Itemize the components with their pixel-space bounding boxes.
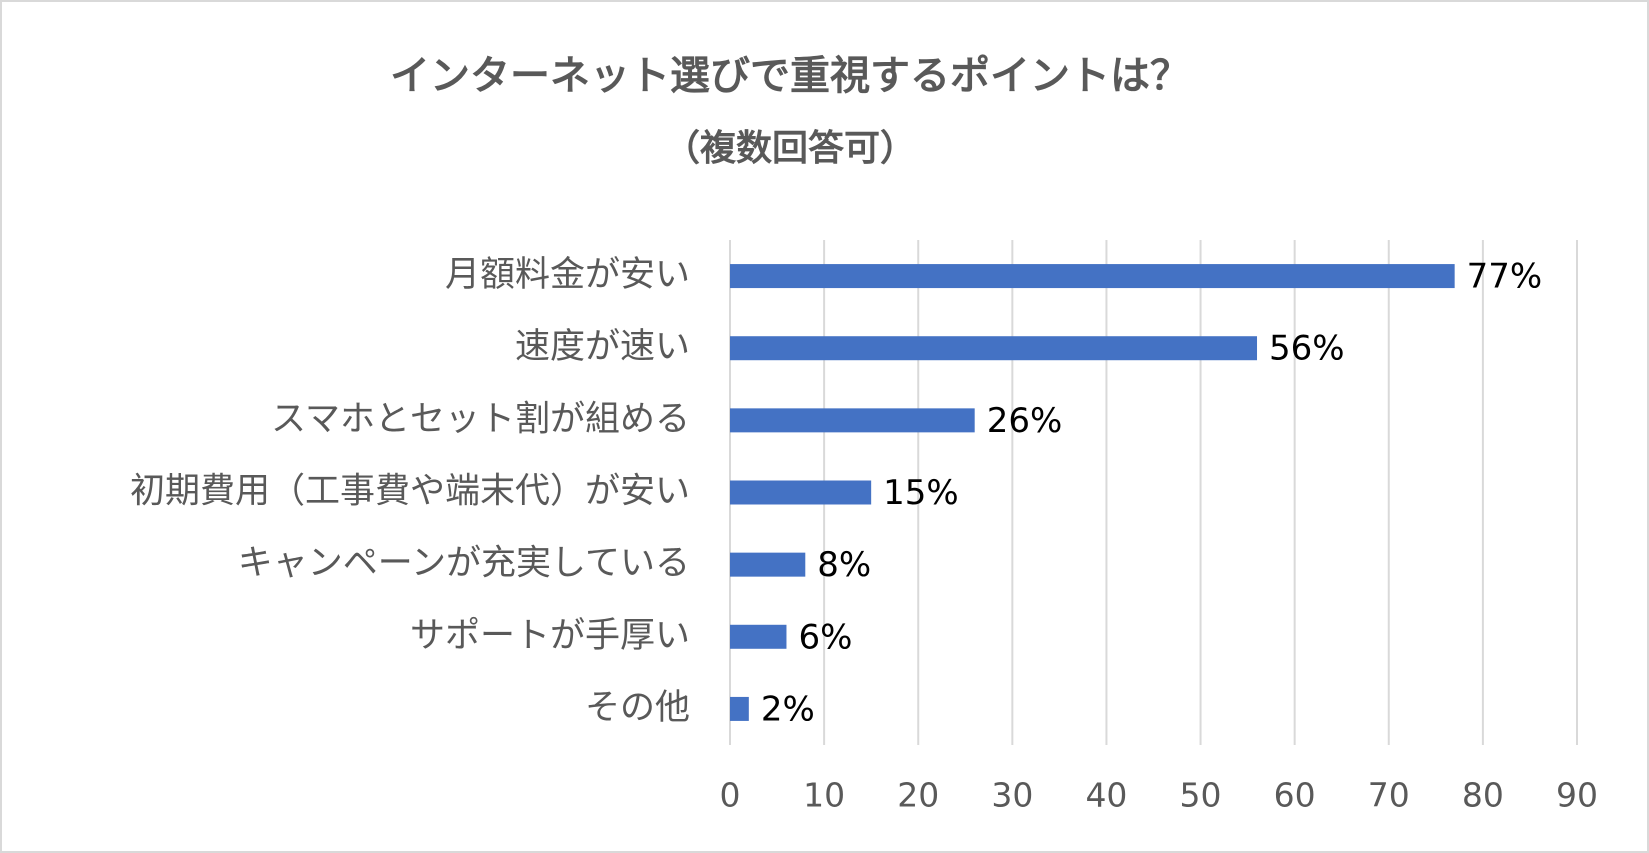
data-label: 2% [761,689,815,729]
x-tick-label: 70 [1368,776,1410,815]
x-tick-label: 50 [1180,776,1222,815]
y-tick-label: 月額料金が安い [445,255,690,295]
chart-subtitle: （複数回答可） [664,128,916,169]
data-label: 6% [798,617,852,657]
data-label: 8% [817,545,871,585]
x-tick-label: 80 [1462,776,1504,815]
chart-title: インターネット選びで重視するポイントは？ [390,53,1190,99]
bar [730,624,787,649]
y-tick-label: スマホとセット割が組める [271,399,690,439]
x-tick-label: 90 [1556,776,1598,815]
bar [730,408,975,433]
x-tick-label: 0 [720,776,741,815]
bar [730,480,872,505]
data-label: 77% [1467,257,1543,297]
data-label: 26% [987,401,1063,441]
bar [730,696,749,721]
y-tick-label: キャンペーンが充実している [238,544,690,584]
data-label: 56% [1269,329,1345,369]
y-tick-label: 初期費用（工事費や端末代）が安い [130,472,690,512]
x-tick-label: 60 [1274,776,1316,815]
bar [730,552,806,577]
bar [730,264,1455,289]
data-label: 15% [883,473,959,513]
x-tick-label: 40 [1085,776,1127,815]
y-tick-label: その他 [585,688,690,728]
x-tick-label: 30 [991,776,1033,815]
y-tick-label: サポートが手厚い [410,616,690,656]
bar [730,336,1258,361]
x-tick-label: 20 [897,776,939,815]
y-tick-label: 速度が速い [515,327,690,367]
x-tick-label: 10 [803,776,845,815]
